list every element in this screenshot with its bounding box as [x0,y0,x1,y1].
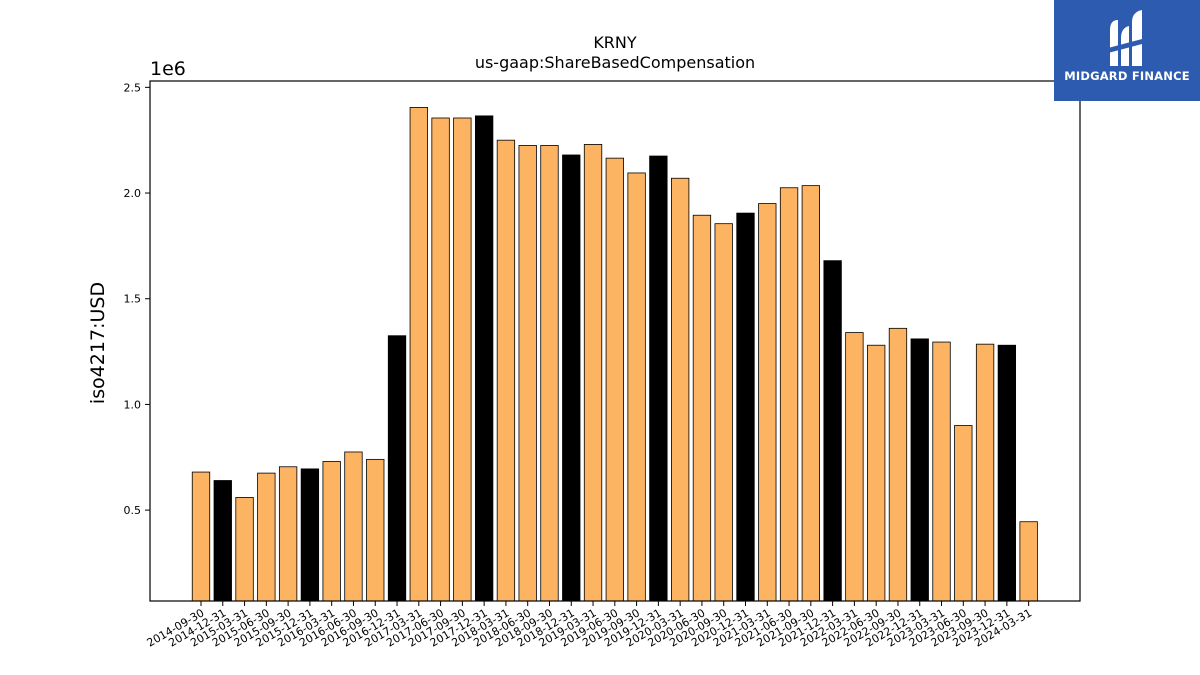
bar-2015-09-30 [278,466,298,602]
y-axis-label: iso4217:USD [87,282,109,404]
bar-2017-06-30 [431,117,450,602]
bar-2019-03-31 [583,144,603,602]
y-tick-label: 0.5 [124,504,142,517]
bar-2019-09-30 [627,172,646,602]
bar-2019-06-30 [605,157,624,602]
bar-2022-09-30 [888,327,908,602]
bar-2017-09-30 [453,117,472,602]
bar-2022-03-31 [845,332,864,602]
bar-2018-03-31 [496,139,516,602]
bar-2018-06-30 [518,145,537,602]
bar-2022-12-31 [910,338,929,602]
chart-title: KRNY [593,33,637,52]
bar-2014-12-31 [213,480,232,602]
logo-mark-icon [1108,10,1146,66]
y-tick-label: 2.5 [124,81,142,94]
bar-2018-12-31 [562,154,581,602]
bar-2019-12-31 [649,155,668,602]
x-axis-ticks: 2014-09-302014-12-312015-03-312015-06-30… [145,601,1034,650]
bar-2020-09-30 [714,223,733,602]
logo-text: MIDGARD FINANCE [1064,69,1190,83]
bar-2021-09-30 [801,185,820,602]
y-axis-ticks: 0.5 1.0 1.5 2.0 2.5 [124,81,150,517]
bar-2015-06-30 [257,472,276,602]
chart-subtitle: us-gaap:ShareBasedCompensation [475,53,755,72]
bar-2016-12-31 [387,335,407,602]
y-tick-label: 2.0 [124,187,142,200]
bar-2022-06-30 [867,344,886,602]
bar-2017-03-31 [409,107,428,602]
bar-2024-03-31 [1019,521,1038,602]
y-axis-offset-label: 1e6 [150,58,186,80]
bar-2014-09-30 [191,471,211,602]
bar-2016-09-30 [366,458,385,602]
bar-2016-06-30 [344,451,363,602]
bar-2016-03-31 [322,461,341,602]
bar-2018-09-30 [540,145,559,602]
bar-2020-06-30 [692,214,712,602]
bars-group [191,107,1038,602]
y-tick-label: 1.5 [124,293,142,306]
bar-2023-06-30 [954,425,973,602]
bar-2021-12-31 [823,260,842,602]
bar-2021-06-30 [779,187,799,602]
bar-2020-03-31 [671,177,690,602]
bar-2020-12-31 [736,212,755,602]
brand-logo: MIDGARD FINANCE [1054,0,1200,101]
bar-2015-03-31 [235,497,254,602]
bar-2023-09-30 [975,343,995,602]
bar-2017-12-31 [474,115,494,602]
y-tick-label: 1.0 [124,398,142,411]
bar-2015-12-31 [300,468,320,602]
plot-frame [149,80,1081,602]
bar-2021-03-31 [758,203,777,602]
bar-2023-03-31 [932,341,951,602]
bar-2023-12-31 [997,344,1017,602]
